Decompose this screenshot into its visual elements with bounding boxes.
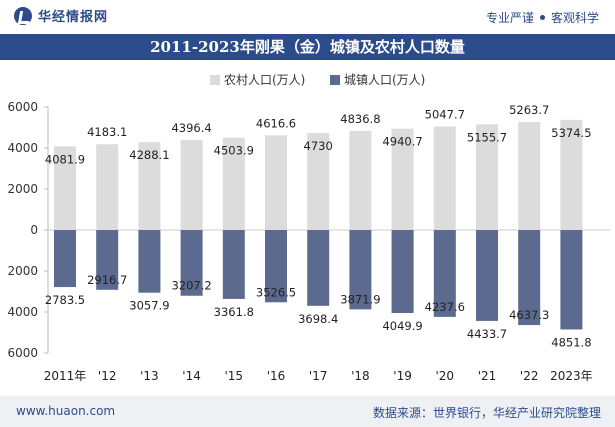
- bar-rural[interactable]: [349, 130, 372, 230]
- bar-urban[interactable]: [518, 230, 541, 326]
- data-label-rural: 4183.1: [87, 125, 127, 139]
- chart-legend: 农村人口(万人) 城镇人口(万人): [210, 73, 425, 87]
- title-bar: 2011-2023年刚果（金）城镇及农村人口数量: [0, 34, 615, 60]
- bar-rural[interactable]: [391, 128, 414, 230]
- footer-bar: www.huaon.com 数据来源：世界银行，华经产业研究院整理: [0, 396, 615, 427]
- data-label-rural: 4503.9: [214, 144, 254, 158]
- data-label-urban: 4049.9: [382, 319, 422, 333]
- bar-rural[interactable]: [138, 142, 161, 230]
- data-label-rural: 4616.6: [256, 116, 296, 130]
- tagline-left: 专业严谨: [485, 11, 534, 25]
- bar-urban[interactable]: [307, 230, 330, 306]
- bar-urban[interactable]: [96, 230, 119, 290]
- data-label-urban: 4237.6: [425, 300, 465, 314]
- x-tick-label: '17: [309, 369, 328, 383]
- data-label-urban: 2783.5: [45, 293, 85, 307]
- bar-rural[interactable]: [307, 133, 330, 230]
- x-tick-label: '15: [225, 369, 244, 383]
- bar-rural[interactable]: [265, 135, 287, 230]
- bar-urban[interactable]: [138, 230, 161, 293]
- x-tick-label: '12: [98, 369, 117, 383]
- bar-rural[interactable]: [96, 144, 119, 230]
- bars-group: [54, 119, 583, 330]
- x-tick-label: '16: [267, 369, 286, 383]
- brand-logo[interactable]: 华经情报网: [14, 6, 108, 25]
- y-tick-label: 0: [30, 223, 38, 237]
- legend-label: 城镇人口(万人): [344, 73, 425, 87]
- x-tick-label: '21: [478, 369, 497, 383]
- bar-rural[interactable]: [222, 137, 245, 230]
- tagline-right: 客观科学: [550, 11, 599, 25]
- bar-urban[interactable]: [54, 230, 76, 288]
- logo-text: 华经情报网: [38, 10, 109, 25]
- y-tick-label: 6000: [7, 346, 38, 360]
- logo-icon: [14, 6, 32, 25]
- x-tick-label: '19: [393, 369, 412, 383]
- bar-urban[interactable]: [560, 230, 583, 330]
- x-tick-label: 2011年: [44, 369, 87, 383]
- bar-rural[interactable]: [560, 119, 583, 230]
- x-tick-label: '14: [182, 369, 201, 383]
- data-label-rural: 4396.4: [171, 121, 211, 135]
- data-label-rural: 5155.7: [467, 130, 507, 144]
- data-label-urban: 3361.8: [214, 305, 254, 319]
- x-axis: 2011年 '12 '13 '14 '15 '16 '17 '18 '19 '20 '21 '22 20…: [44, 369, 593, 383]
- bar-rural[interactable]: [180, 139, 203, 230]
- data-label-urban: 3057.9: [129, 299, 169, 313]
- footer-source: 数据来源：世界银行，华经产业研究院整理: [372, 406, 601, 420]
- bar-rural[interactable]: [518, 122, 541, 230]
- bar-urban[interactable]: [391, 230, 414, 314]
- data-label-rural: 4940.7: [382, 135, 422, 149]
- legend-swatch: [330, 75, 340, 85]
- x-tick-label: '13: [140, 369, 159, 383]
- bar-rural[interactable]: [433, 126, 456, 230]
- footer-site[interactable]: www.huaon.com: [16, 404, 116, 418]
- data-label-urban: 2916.7: [87, 273, 127, 287]
- data-label-urban: 4433.7: [467, 327, 507, 341]
- x-tick-label: '22: [520, 369, 539, 383]
- y-tick-label: 2000: [7, 182, 38, 196]
- bar-urban[interactable]: [180, 230, 203, 296]
- x-tick-label: '18: [351, 369, 370, 383]
- data-label-rural: 4836.8: [340, 112, 380, 126]
- data-label-urban: 3871.9: [340, 292, 380, 306]
- bar-urban[interactable]: [349, 230, 372, 310]
- y-tick-label: 2000: [7, 264, 38, 278]
- data-label-urban: 3207.2: [171, 279, 211, 293]
- data-label-rural: 5374.5: [551, 126, 591, 140]
- data-label-rural: 4730: [304, 139, 333, 153]
- bar-rural[interactable]: [476, 124, 498, 230]
- chart-title: 2011-2023年刚果（金）城镇及农村人口数量: [150, 38, 465, 56]
- data-label-urban: 4637.3: [509, 308, 549, 322]
- y-axis: 6000 4000 2000 0 2000 4000 6000: [7, 100, 610, 360]
- data-label-urban: 3526.5: [256, 285, 296, 299]
- tagline: 专业严谨 客观科学: [486, 9, 599, 26]
- y-tick-label: 4000: [7, 305, 38, 319]
- legend-swatch: [210, 75, 220, 85]
- legend-label: 农村人口(万人): [224, 73, 305, 87]
- data-label-rural: 4081.9: [45, 152, 85, 166]
- x-tick-label: 2023年: [550, 369, 593, 383]
- x-tick-label: '20: [436, 369, 455, 383]
- data-labels: 4081.9 2783.5 4183.1 2916.7 4288.1 3057.9 4396…: [45, 103, 592, 349]
- dot-icon: [539, 15, 545, 20]
- data-label-rural: 5047.7: [425, 108, 465, 122]
- bar-urban[interactable]: [476, 230, 498, 321]
- bar-urban[interactable]: [265, 230, 287, 303]
- y-tick-label: 4000: [7, 141, 38, 155]
- bar-urban[interactable]: [433, 230, 456, 317]
- data-label-rural: 4288.1: [129, 148, 169, 162]
- y-tick-label: 6000: [7, 100, 38, 114]
- data-label-urban: 4851.8: [551, 335, 591, 349]
- data-label-urban: 3698.4: [298, 312, 338, 326]
- header-bar: 华经情报网 专业严谨 客观科学: [0, 0, 615, 34]
- bar-chart: 农村人口(万人) 城镇人口(万人) 60004000200002000400060…: [7, 73, 610, 383]
- data-label-rural: 5263.7: [509, 103, 549, 117]
- bar-rural[interactable]: [54, 146, 76, 230]
- bar-urban[interactable]: [222, 230, 245, 299]
